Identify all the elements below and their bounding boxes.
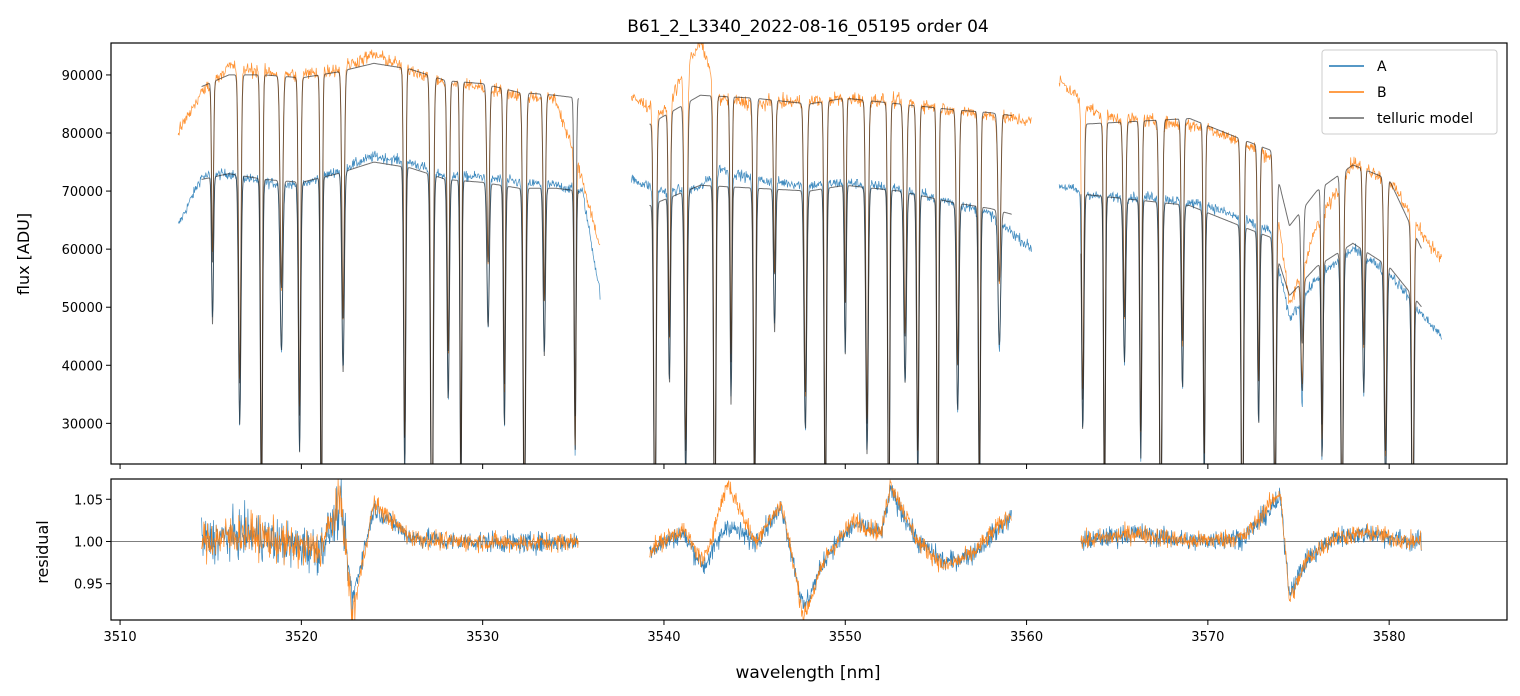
residual-a-line-segment-1 bbox=[649, 484, 1012, 610]
residual-y-tick-label-2: 1.05 bbox=[74, 493, 103, 508]
residual-plot-area bbox=[111, 479, 1507, 620]
x-tick-label-0: 3510 bbox=[104, 630, 137, 645]
flux-panel: 30000 40000 50000 60000 70000 80000 90000 flux… bbox=[14, 42, 1508, 469]
flux-y-tick-label-4: 70000 bbox=[62, 185, 103, 200]
x-tick-label-2: 3530 bbox=[466, 630, 499, 645]
flux-y-tick-label-6: 90000 bbox=[62, 69, 103, 84]
residual-axes-frame bbox=[110, 478, 1508, 621]
x-tick-label-6: 3570 bbox=[1191, 630, 1224, 645]
telluric-model-b-line-segment-1 bbox=[649, 94, 1012, 464]
residual-b-line-segment-2 bbox=[1080, 490, 1422, 602]
chart-title: B61_2_L3340_2022-08-16_05195 order 04 bbox=[627, 17, 989, 37]
legend-box bbox=[1321, 49, 1498, 135]
flux-y-tick-label-5: 80000 bbox=[62, 127, 103, 142]
series-a-line-segment-1 bbox=[630, 164, 1032, 464]
flux-y-axis-label: flux [ADU] bbox=[14, 213, 33, 295]
flux-plot-area bbox=[177, 43, 1442, 464]
x-tick-label-7: 3580 bbox=[1373, 630, 1406, 645]
x-axis-label: wavelength [nm] bbox=[735, 663, 880, 683]
flux-y-ticks: 30000 40000 50000 60000 70000 80000 90000 bbox=[62, 69, 111, 432]
legend-label-b: B bbox=[1377, 85, 1387, 101]
x-tick-label-3: 3540 bbox=[647, 630, 680, 645]
flux-y-tick-label-0: 30000 bbox=[62, 417, 103, 432]
flux-y-tick-label-2: 50000 bbox=[62, 301, 103, 316]
telluric-model-a-line-segment-2 bbox=[1080, 194, 1422, 464]
series-b-line-segment-1 bbox=[630, 43, 1032, 464]
residual-b-line-segment-1 bbox=[649, 479, 1012, 620]
series-a-line-segment-0 bbox=[177, 150, 601, 464]
telluric-model-b-line-segment-0 bbox=[201, 62, 580, 464]
residual-a-line-segment-0 bbox=[201, 479, 579, 616]
flux-axes-frame bbox=[110, 42, 1508, 465]
legend: A B telluric model bbox=[1321, 49, 1498, 135]
residual-a-line-segment-2 bbox=[1080, 487, 1422, 597]
series-b-line-segment-0 bbox=[177, 49, 601, 464]
residual-y-tick-label-0: 0.95 bbox=[74, 578, 103, 593]
flux-y-tick-label-3: 60000 bbox=[62, 243, 103, 258]
x-tick-label-4: 3550 bbox=[829, 630, 862, 645]
residual-y-axis-label: residual bbox=[33, 520, 52, 583]
telluric-model-a-line-segment-1 bbox=[649, 184, 1012, 464]
flux-y-tick-label-1: 40000 bbox=[62, 359, 103, 374]
residual-x-ticks: 3510 3520 3530 3540 3550 3560 3570 3580 bbox=[104, 620, 1406, 645]
telluric-model-a-line-segment-0 bbox=[201, 161, 580, 464]
legend-label-telluric: telluric model bbox=[1377, 111, 1473, 127]
telluric-model-b-line-segment-2 bbox=[1080, 118, 1422, 464]
residual-panel: 3510 3520 3530 3540 3550 3560 3570 3580 0.95 1.0… bbox=[33, 478, 1508, 683]
x-tick-label-5: 3560 bbox=[1010, 630, 1043, 645]
flux-x-ticks bbox=[119, 464, 1390, 469]
x-tick-label-1: 3520 bbox=[285, 630, 318, 645]
residual-b-line-segment-0 bbox=[201, 479, 579, 620]
residual-y-tick-label-1: 1.00 bbox=[74, 535, 103, 550]
legend-label-a: A bbox=[1377, 59, 1387, 75]
residual-y-ticks: 0.95 1.00 1.05 bbox=[74, 493, 111, 593]
